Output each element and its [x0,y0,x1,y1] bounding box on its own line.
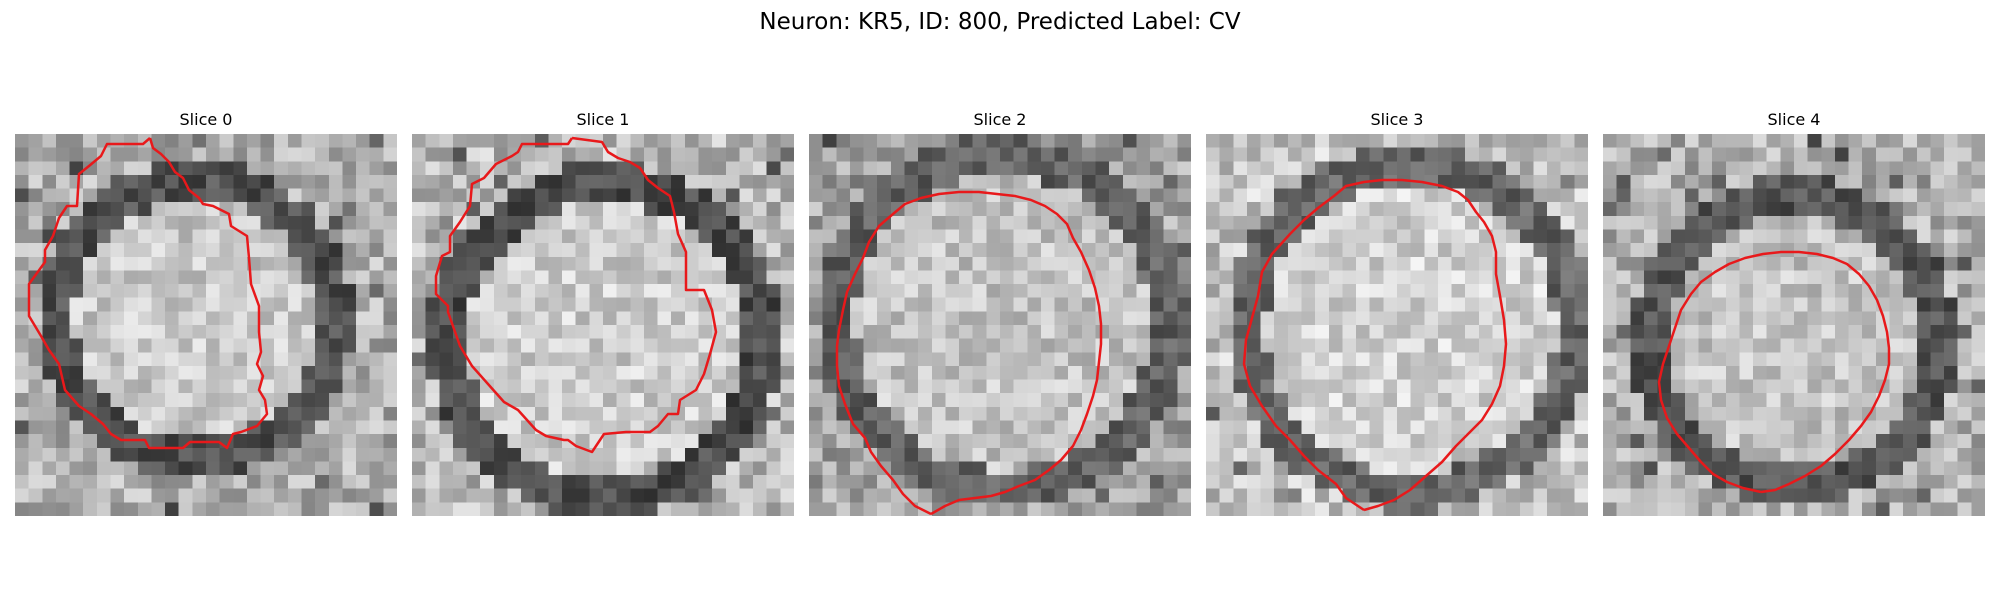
slice-title: Slice 1 [576,110,630,129]
grayscale-micrograph [1206,134,1588,516]
slice-image-2 [809,134,1191,516]
grayscale-micrograph [15,134,397,516]
cell-contour [1657,250,1891,494]
slice-title: Slice 3 [1370,110,1424,129]
cell-contour [434,136,718,454]
grayscale-micrograph [1603,134,1985,516]
slice-title: Slice 2 [973,110,1027,129]
grayscale-micrograph [809,134,1191,516]
slice-title: Slice 4 [1767,110,1821,129]
cell-contour [1242,178,1508,512]
cell-contour [835,190,1103,516]
figure-title: Neuron: KR5, ID: 800, Predicted Label: C… [759,9,1241,35]
cell-contour [27,137,269,450]
slice-image-4 [1603,134,1985,516]
slice-image-1 [412,134,794,516]
slice-title: Slice 0 [179,110,233,129]
grayscale-micrograph [412,134,794,516]
slice-image-0 [15,134,397,516]
slice-image-3 [1206,134,1588,516]
